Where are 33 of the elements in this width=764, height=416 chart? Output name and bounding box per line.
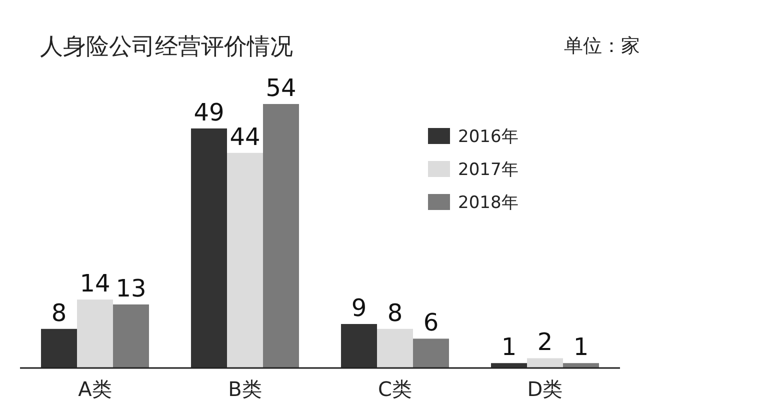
bar bbox=[563, 363, 599, 368]
data-label: 1 bbox=[573, 333, 589, 362]
bar bbox=[263, 104, 299, 368]
bar bbox=[77, 300, 113, 368]
data-label: 1 bbox=[501, 333, 517, 362]
bar bbox=[113, 304, 149, 368]
bar bbox=[527, 358, 563, 368]
data-label: 49 bbox=[194, 98, 224, 126]
legend-label: 2018年 bbox=[458, 193, 518, 213]
chart-title: 人身险公司经营评价情况 bbox=[40, 34, 293, 60]
bar bbox=[227, 152, 263, 368]
x-tick-label: D类 bbox=[527, 377, 563, 401]
data-label: 8 bbox=[51, 298, 67, 327]
bar bbox=[41, 328, 77, 368]
bar bbox=[341, 324, 377, 368]
data-label: 13 bbox=[116, 274, 146, 302]
legend-label: 2017年 bbox=[458, 160, 518, 180]
data-label: 44 bbox=[230, 122, 260, 151]
data-label: 54 bbox=[266, 74, 296, 102]
bar bbox=[491, 363, 527, 368]
text: 单位：家 bbox=[564, 35, 640, 57]
x-tick-label: C类 bbox=[378, 377, 412, 401]
bar bbox=[191, 128, 227, 368]
bar bbox=[413, 338, 449, 368]
x-tick-label: B类 bbox=[228, 377, 262, 401]
legend-label: 2016年 bbox=[458, 127, 518, 147]
data-label: 14 bbox=[80, 270, 110, 298]
bar bbox=[377, 328, 413, 368]
data-label: 8 bbox=[387, 298, 403, 327]
data-label: 9 bbox=[351, 294, 367, 322]
data-label: 6 bbox=[423, 308, 439, 337]
x-tick-label: A类 bbox=[78, 377, 112, 401]
data-label: 2 bbox=[537, 328, 553, 356]
